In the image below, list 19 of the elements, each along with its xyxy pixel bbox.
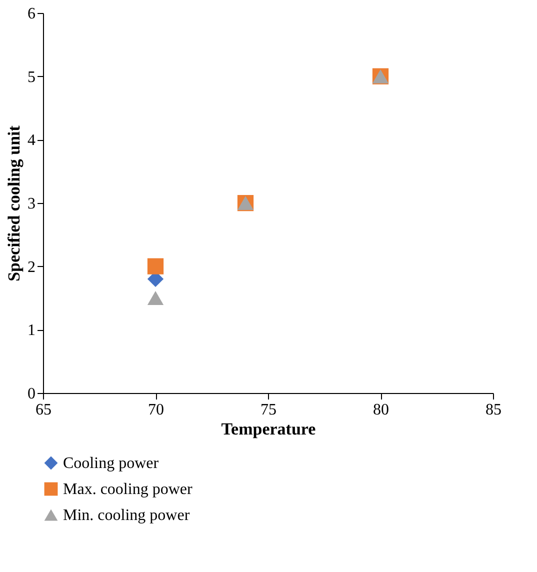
legend-label: Max. cooling power: [63, 481, 193, 498]
y-axis-title: Specified cooling unit: [4, 125, 24, 282]
x-axis-title: Temperature: [221, 420, 316, 438]
y-tick-label: 3: [28, 196, 36, 212]
x-tick-label: 65: [36, 402, 52, 418]
y-tick-label: 5: [28, 68, 36, 86]
x-tick-label: 80: [373, 402, 389, 418]
legend-label: Cooling power: [63, 455, 160, 472]
y-tick-label: 2: [28, 258, 36, 276]
y-tick-label: 6: [28, 6, 36, 22]
y-tick-label: 4: [28, 132, 36, 150]
x-tick-label: 85: [486, 402, 502, 418]
x-tick-label: 75: [260, 402, 276, 418]
x-tick-label: 70: [148, 402, 164, 418]
point: [147, 258, 164, 274]
legend-label: Min. cooling power: [63, 507, 190, 524]
point: [147, 291, 164, 305]
y-tick-label: 0: [28, 386, 36, 402]
y-tick-label: 1: [28, 322, 36, 340]
